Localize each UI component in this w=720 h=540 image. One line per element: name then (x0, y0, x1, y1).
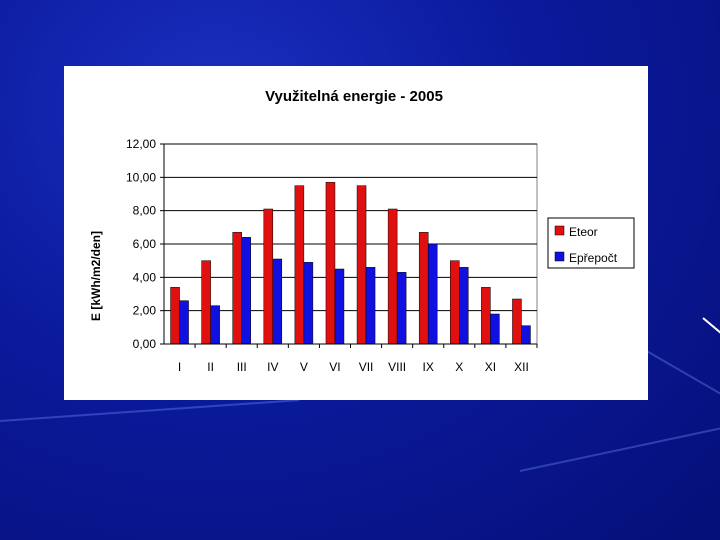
x-tick-label: VII (359, 360, 374, 374)
legend-swatch-eteor (554, 225, 565, 236)
background-streak (519, 415, 720, 472)
bar-eprepocet (459, 267, 469, 345)
bar-eprepocet (521, 325, 531, 345)
bar-eteor (232, 232, 242, 345)
bar-eteor (201, 260, 211, 345)
x-tick-label: III (237, 360, 247, 374)
bar-eprepocet (210, 305, 220, 345)
bar-eprepocet (427, 243, 438, 345)
x-tick-label: I (178, 360, 181, 374)
bar-chart: Využitelná energie - 2005 0,00 2,00 4,00 6,… (89, 88, 635, 374)
bar-eteor (418, 232, 429, 345)
y-tick-label: 10,00 (126, 170, 156, 184)
x-tick-label: VIII (388, 360, 406, 374)
y-tick-label: 4,00 (133, 270, 157, 284)
bar-eprepocet (241, 237, 251, 345)
bar-eteor (325, 182, 336, 345)
background-streak (0, 399, 300, 422)
bar-eprepocet (179, 300, 189, 345)
x-tick-label: IV (267, 360, 278, 374)
bar-eprepocet (365, 267, 376, 345)
bar-eteor (387, 208, 398, 345)
bar-eteor (263, 208, 274, 345)
legend-label-eteor: Eteor (569, 225, 598, 239)
x-tick-label: X (455, 360, 463, 374)
bar-eprepocet (334, 268, 345, 345)
background-streak (702, 317, 720, 335)
bar-eteor (294, 185, 305, 345)
bar-eprepocet (490, 313, 500, 345)
x-tick-label: IX (423, 360, 434, 374)
chart-panel: Využitelná energie - 2005 0,00 2,00 4,00 6,… (64, 66, 648, 400)
x-tick-label: II (207, 360, 214, 374)
bar-eprepocet (303, 262, 314, 345)
legend: Eteor Epřepočt (547, 217, 635, 269)
y-tick-label: 12,00 (126, 137, 156, 151)
bar-eteor (450, 260, 460, 345)
x-tick-label: XI (485, 360, 496, 374)
x-tick-label: V (300, 360, 308, 374)
bar-eprepocet (272, 258, 283, 345)
legend-label-eprepocet: Epřepočt (569, 251, 618, 265)
y-tick-label: 0,00 (133, 337, 157, 351)
bar-eteor (481, 287, 491, 345)
bar-eprepocet (396, 272, 407, 345)
y-tick-label: 2,00 (133, 304, 157, 318)
y-tick-label: 6,00 (133, 237, 157, 251)
chart-title: Využitelná energie - 2005 (265, 88, 443, 105)
y-axis-label: E [kWh/m2/den] (89, 231, 103, 321)
bar-eteor (356, 185, 367, 345)
x-tick-label: VI (329, 360, 340, 374)
bar-eteor (512, 298, 522, 345)
bar-eteor (170, 287, 180, 345)
y-tick-label: 8,00 (133, 204, 157, 218)
legend-swatch-eprepocet (554, 251, 565, 262)
x-tick-label: XII (514, 360, 529, 374)
